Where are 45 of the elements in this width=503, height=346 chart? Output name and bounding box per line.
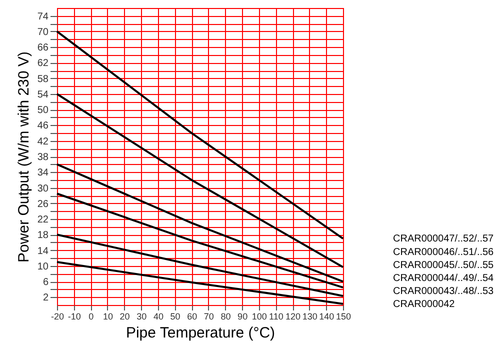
x-tick-label: 30 — [136, 312, 147, 322]
y-tick-label: 58 — [37, 74, 49, 85]
y-tick-label: 66 — [37, 42, 49, 54]
y-tick-label: 22 — [37, 214, 49, 226]
x-tick-label: 130 — [302, 312, 318, 322]
y-tick-label: 38 — [37, 152, 49, 163]
x-tick-label: 80 — [220, 312, 231, 322]
x-tick-label: 140 — [319, 312, 334, 322]
y-tick-label: 42 — [37, 136, 49, 148]
x-tick-label: 10 — [102, 312, 113, 322]
x-tick-label: 120 — [286, 312, 301, 322]
x-tick-label: 0 — [88, 312, 94, 322]
y-tick-label: 50 — [37, 105, 49, 116]
y-tick-label: 70 — [37, 26, 49, 38]
y-tick-label: 54 — [37, 89, 49, 100]
text: CRAR000046/..51/..56 — [393, 246, 494, 258]
x-tick-label: 100 — [252, 312, 267, 322]
y-tick-label: 14 — [37, 246, 49, 257]
x-tick-label: 60 — [187, 312, 198, 322]
y-tick-label: 30 — [37, 183, 49, 194]
text: CRAR000043/..48/..53 — [393, 286, 494, 297]
y-tick-label: 18 — [37, 230, 49, 242]
y-axis-title: Power Output (W/m with 230 V) — [15, 52, 32, 262]
x-axis-title: Pipe Temperature (°C) — [126, 324, 276, 342]
x-tick-label: 110 — [269, 312, 284, 322]
y-tick-label: 34 — [37, 168, 49, 179]
x-tick-label: -10 — [68, 312, 81, 322]
y-tick-label: 26 — [37, 198, 49, 210]
y-tick-label: 10 — [37, 261, 49, 272]
x-tick-label: 50 — [170, 312, 180, 322]
text: CRAR000042 — [393, 298, 456, 310]
x-tick-label: 20 — [120, 312, 130, 322]
x-tick-label: 90 — [238, 312, 248, 322]
x-tick-label: 70 — [204, 312, 214, 322]
text: CRAR000044/..49/..54 — [393, 272, 494, 284]
x-tick-label: 150 — [336, 312, 352, 322]
text: CRAR000045/..50/..55 — [393, 260, 494, 271]
y-tick-label: 74 — [37, 11, 49, 22]
y-tick-label: 62 — [37, 58, 49, 70]
x-tick-label: 40 — [153, 312, 164, 322]
y-tick-label: 46 — [37, 120, 49, 132]
x-tick-label: -20 — [50, 312, 64, 322]
y-tick-label: 2 — [42, 292, 49, 304]
text: CRAR000047/..52/..57 — [393, 234, 494, 245]
y-tick-label: 6 — [42, 277, 49, 288]
